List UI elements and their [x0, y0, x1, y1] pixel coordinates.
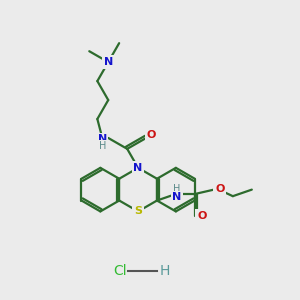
- Text: S: S: [134, 206, 142, 216]
- Text: Cl: Cl: [113, 264, 127, 278]
- Text: N: N: [98, 134, 107, 144]
- Text: N: N: [103, 57, 113, 67]
- Text: N: N: [172, 192, 182, 202]
- Text: N: N: [134, 163, 143, 173]
- Text: O: O: [215, 184, 224, 194]
- Text: H: H: [160, 264, 170, 278]
- Text: H: H: [99, 141, 106, 151]
- Text: O: O: [197, 211, 206, 221]
- Text: O: O: [146, 130, 156, 140]
- Text: H: H: [173, 184, 181, 194]
